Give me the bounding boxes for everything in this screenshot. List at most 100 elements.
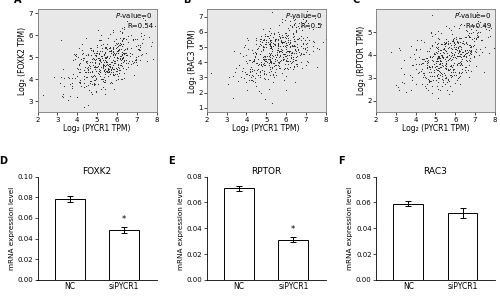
Point — [102, 45, 110, 49]
Point — [90, 65, 98, 70]
Point — [123, 52, 131, 57]
Point — [91, 64, 99, 69]
Point — [431, 65, 439, 70]
Point — [102, 50, 110, 54]
Point — [99, 79, 107, 84]
Point — [96, 48, 104, 53]
Point — [250, 58, 258, 63]
Point — [432, 50, 440, 54]
Point — [450, 54, 458, 59]
Point — [292, 25, 300, 29]
Point — [457, 55, 465, 60]
Point — [278, 20, 286, 24]
Point — [288, 51, 296, 55]
Point — [299, 20, 307, 25]
Point — [434, 36, 442, 41]
Point — [106, 32, 114, 36]
Point — [265, 56, 273, 61]
Point — [127, 33, 135, 38]
Point — [108, 65, 116, 70]
Point — [434, 58, 442, 63]
Point — [280, 57, 287, 62]
Point — [127, 46, 135, 51]
Point — [294, 63, 302, 68]
Point — [113, 45, 121, 49]
Bar — [278, 240, 308, 280]
Text: F: F — [338, 156, 344, 166]
Point — [135, 46, 143, 51]
Point — [494, 47, 500, 51]
Point — [448, 88, 456, 93]
Point — [120, 65, 128, 70]
Point — [149, 56, 157, 61]
Point — [468, 21, 476, 26]
Point — [91, 74, 99, 79]
X-axis label: Log₂ (PYCR1 TPM): Log₂ (PYCR1 TPM) — [64, 124, 131, 133]
Point — [467, 69, 475, 74]
Point — [120, 36, 128, 41]
Point — [447, 54, 455, 58]
Point — [88, 74, 96, 79]
Point — [282, 46, 290, 51]
Point — [462, 48, 469, 53]
Point — [466, 42, 474, 47]
Point — [92, 57, 100, 62]
Point — [314, 25, 322, 29]
Point — [108, 48, 116, 53]
Point — [274, 48, 282, 52]
Point — [110, 67, 118, 72]
Point — [455, 60, 463, 65]
Point — [258, 26, 266, 31]
Point — [266, 59, 274, 64]
Point — [270, 75, 278, 80]
Point — [444, 58, 452, 63]
Point — [64, 74, 72, 79]
Point — [418, 60, 426, 65]
Point — [466, 34, 474, 39]
Point — [112, 68, 120, 73]
Point — [74, 66, 82, 71]
Point — [104, 68, 112, 73]
Point — [92, 52, 100, 57]
Point — [68, 80, 76, 85]
Point — [458, 67, 466, 71]
Point — [448, 70, 456, 74]
Point — [89, 63, 97, 67]
Point — [108, 49, 116, 54]
Point — [98, 60, 106, 65]
Point — [268, 55, 276, 60]
Point — [93, 45, 101, 50]
Title: RAC3: RAC3 — [424, 167, 448, 176]
Point — [288, 59, 296, 64]
Point — [286, 28, 294, 33]
Point — [241, 43, 249, 48]
Point — [309, 26, 317, 31]
Point — [295, 36, 303, 41]
Point — [92, 89, 100, 94]
Point — [494, 6, 500, 11]
Point — [449, 38, 457, 43]
Point — [104, 73, 112, 78]
Point — [253, 68, 261, 73]
Point — [84, 69, 92, 74]
Point — [450, 37, 458, 42]
Point — [438, 63, 446, 67]
Point — [424, 77, 432, 82]
Point — [301, 47, 309, 51]
Point — [288, 30, 296, 35]
Text: D: D — [0, 156, 8, 166]
Point — [80, 104, 88, 109]
Point — [456, 39, 464, 44]
Point — [282, 44, 290, 49]
Point — [74, 63, 82, 67]
Point — [242, 72, 250, 77]
Point — [406, 73, 414, 77]
Point — [400, 81, 407, 85]
Point — [109, 51, 117, 56]
Point — [272, 53, 280, 57]
Point — [112, 37, 120, 42]
Point — [240, 76, 248, 81]
Point — [94, 71, 102, 76]
Point — [454, 45, 462, 49]
Point — [444, 39, 452, 44]
